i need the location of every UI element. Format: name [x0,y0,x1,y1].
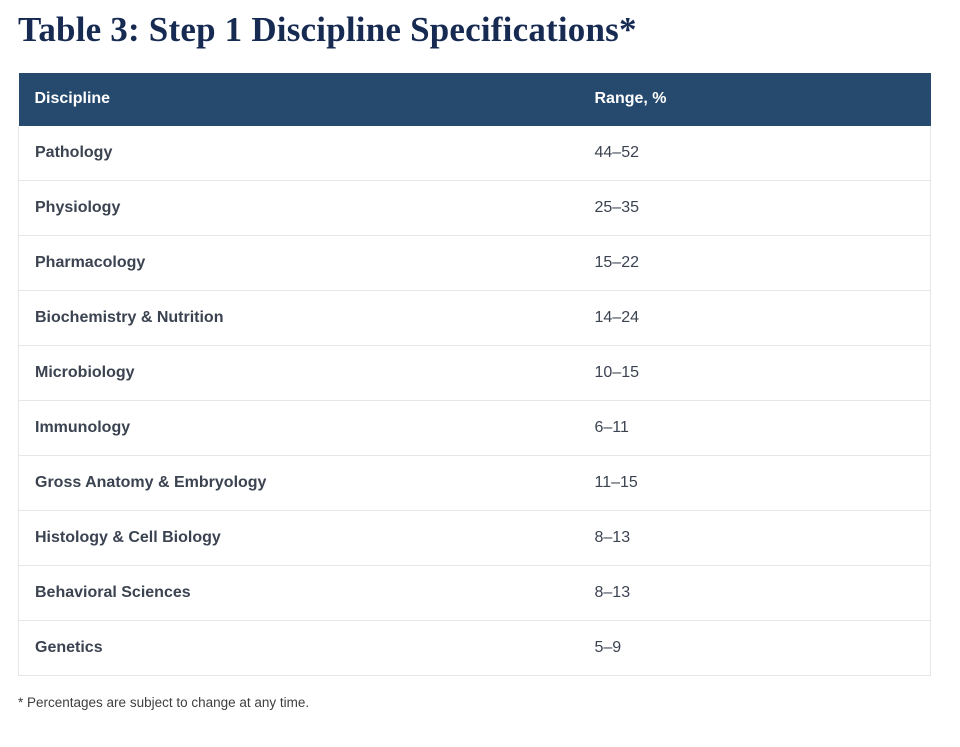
discipline-cell: Gross Anatomy & Embryology [18,455,579,511]
table-row: Histology & Cell Biology 8–13 [18,510,931,566]
range-cell: 44–52 [578,125,931,181]
table-row: Behavioral Sciences 8–13 [18,565,931,621]
discipline-cell: Histology & Cell Biology [18,510,579,566]
column-header-discipline: Discipline [18,72,579,126]
table-header-row: Discipline Range, % [18,72,931,126]
table-row: Genetics 5–9 [18,620,931,676]
discipline-cell: Immunology [18,400,579,456]
discipline-specifications-table: Discipline Range, % Pathology 44–52 Phys… [18,72,931,677]
discipline-cell: Biochemistry & Nutrition [18,290,579,346]
table-row: Pharmacology 15–22 [18,235,931,291]
discipline-cell: Physiology [18,180,579,236]
table-row: Pathology 44–52 [18,125,931,181]
table-header: Discipline Range, % [18,72,931,126]
footnote: * Percentages are subject to change at a… [18,695,310,711]
range-cell: 11–15 [578,455,931,511]
discipline-cell: Behavioral Sciences [18,565,579,621]
range-cell: 15–22 [578,235,931,291]
discipline-cell: Genetics [18,620,579,676]
discipline-cell: Microbiology [18,345,579,401]
range-cell: 6–11 [578,400,931,456]
table-row: Physiology 25–35 [18,180,931,236]
table-row: Immunology 6–11 [18,400,931,456]
discipline-cell: Pharmacology [18,235,579,291]
range-cell: 8–13 [578,510,931,566]
table-body: Pathology 44–52 Physiology 25–35 Pharmac… [18,125,931,676]
discipline-cell: Pathology [18,125,579,181]
page-title: Table 3: Step 1 Discipline Specification… [18,10,637,49]
range-cell: 8–13 [578,565,931,621]
range-cell: 10–15 [578,345,931,401]
column-header-range: Range, % [578,72,931,126]
range-cell: 14–24 [578,290,931,346]
table-row: Microbiology 10–15 [18,345,931,401]
table-row: Biochemistry & Nutrition 14–24 [18,290,931,346]
table-row: Gross Anatomy & Embryology 11–15 [18,455,931,511]
range-cell: 5–9 [578,620,931,676]
range-cell: 25–35 [578,180,931,236]
page-container: Table 3: Step 1 Discipline Specification… [18,10,931,711]
